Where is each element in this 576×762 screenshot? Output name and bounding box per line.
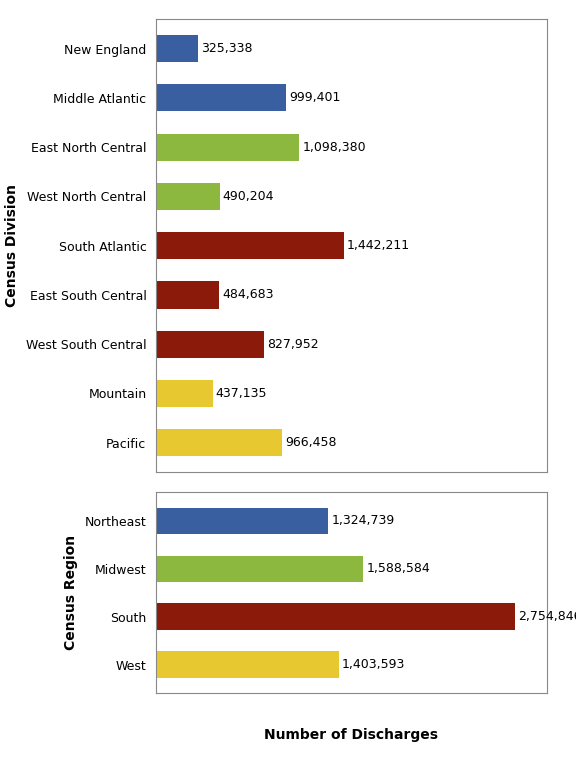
Bar: [156, 331, 264, 358]
Text: 437,135: 437,135: [216, 387, 267, 400]
Bar: [156, 652, 339, 678]
Bar: [156, 133, 299, 161]
Bar: [156, 85, 286, 111]
Text: 1,442,211: 1,442,211: [347, 239, 410, 252]
Text: 966,458: 966,458: [285, 437, 336, 450]
Bar: [156, 35, 198, 62]
Bar: [156, 555, 363, 582]
Text: 1,324,739: 1,324,739: [332, 514, 395, 527]
Text: 325,338: 325,338: [201, 42, 253, 55]
Y-axis label: Census Region: Census Region: [64, 535, 78, 650]
Text: 2,754,846: 2,754,846: [518, 610, 576, 623]
Bar: [156, 183, 219, 210]
Text: 827,952: 827,952: [267, 338, 319, 351]
Bar: [156, 232, 344, 259]
Bar: [156, 380, 213, 407]
Bar: [156, 281, 219, 309]
Text: 1,588,584: 1,588,584: [366, 562, 430, 575]
Text: 484,683: 484,683: [222, 289, 274, 302]
Bar: [156, 429, 282, 456]
Text: 490,204: 490,204: [223, 190, 274, 203]
Text: Number of Discharges: Number of Discharges: [264, 728, 438, 742]
Y-axis label: Census Division: Census Division: [5, 184, 19, 307]
Text: 1,403,593: 1,403,593: [342, 658, 406, 671]
Text: 1,098,380: 1,098,380: [302, 141, 366, 154]
Text: 999,401: 999,401: [289, 91, 340, 104]
Bar: [156, 604, 515, 630]
Bar: [156, 507, 328, 534]
